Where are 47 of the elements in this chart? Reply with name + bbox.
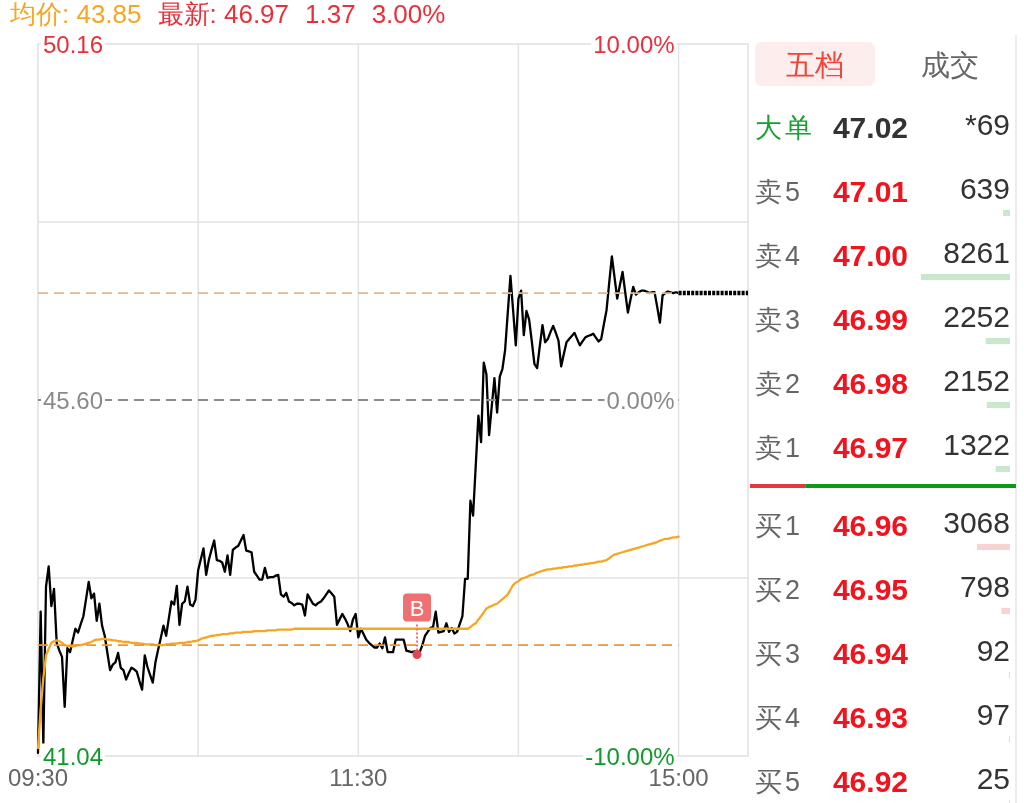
data-label: 2252 xyxy=(943,300,1010,333)
data-label: 8261 xyxy=(943,236,1010,269)
category-label: 卖1 xyxy=(755,433,804,463)
category-label: 卖4 xyxy=(755,241,804,271)
data-label: 2152 xyxy=(943,364,1010,397)
category-label: 大单 xyxy=(755,113,815,143)
data-label: 1322 xyxy=(943,428,1010,461)
category-label: 买3 xyxy=(755,639,804,669)
y-tick-label: 41.04 xyxy=(43,742,104,770)
x-tick-label: 11:30 xyxy=(329,764,388,791)
chart-title: 五档 xyxy=(786,49,844,81)
annotation: 46.98 xyxy=(832,366,908,400)
category-label: 买1 xyxy=(755,511,804,541)
y2-tick-label: 0.00% xyxy=(606,386,675,414)
annotation: 46.97 xyxy=(832,430,908,464)
y2-tick-label: -10.00% xyxy=(585,742,675,770)
category-label: 卖2 xyxy=(755,369,804,399)
data-label: 639 xyxy=(959,172,1010,205)
y-tick-label: 45.60 xyxy=(43,386,104,414)
text: 最新: 46.97 xyxy=(157,0,290,29)
category-label: 卖5 xyxy=(755,177,804,207)
data-label: 92 xyxy=(976,634,1010,667)
text: 1.37 xyxy=(305,0,356,29)
annotation: 46.95 xyxy=(832,572,908,606)
data-label: 25 xyxy=(976,762,1010,795)
data-label: B xyxy=(409,595,425,621)
data-label: 97 xyxy=(976,698,1010,731)
text: 3.00% xyxy=(371,0,446,29)
category-label: 买5 xyxy=(755,767,804,797)
y2-tick-label: 10.00% xyxy=(593,30,675,58)
category-label: 买4 xyxy=(755,703,804,733)
data-label: 3068 xyxy=(943,506,1010,539)
annotation: 47.01 xyxy=(832,174,908,208)
annotation: 47.02 xyxy=(832,110,908,144)
data-label: *69 xyxy=(964,108,1010,141)
annotation: 46.92 xyxy=(832,764,908,798)
annotation: 47.00 xyxy=(832,238,908,272)
category-label: 卖3 xyxy=(755,305,804,335)
y-tick-label: 50.16 xyxy=(43,30,104,58)
legend: 均价: 43.85 xyxy=(10,0,142,29)
tab-label: 成交 xyxy=(921,49,979,81)
annotation: 46.96 xyxy=(832,508,908,542)
annotation: 46.93 xyxy=(832,700,908,734)
data-label: 798 xyxy=(959,570,1010,603)
annotation: 46.94 xyxy=(832,636,908,670)
category-label: 买2 xyxy=(755,575,804,605)
annotation: 46.99 xyxy=(832,302,908,336)
